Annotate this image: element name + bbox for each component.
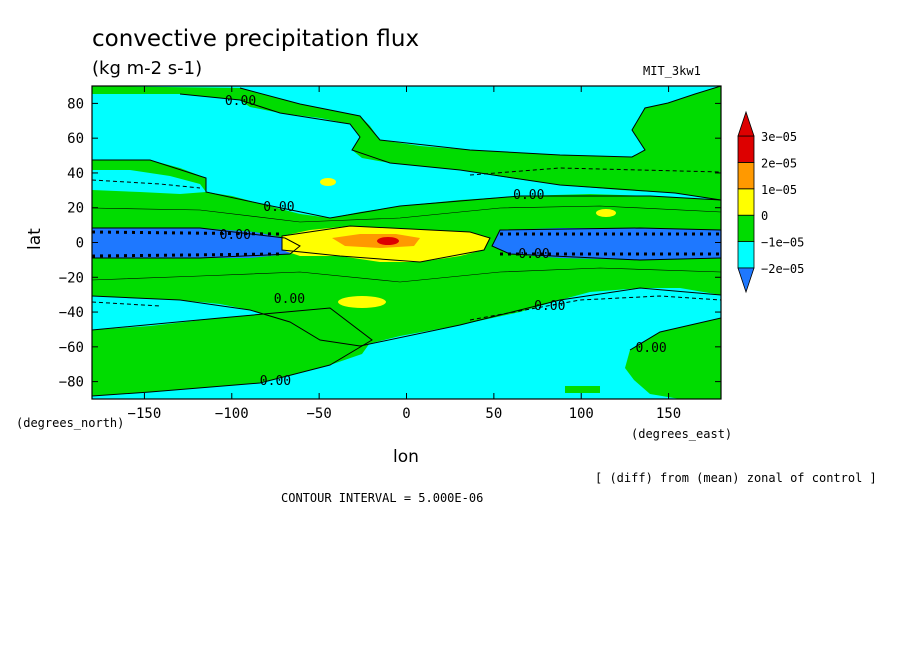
region-equatorial-negative-east <box>492 228 721 260</box>
y-tick-label: 80 <box>67 96 84 112</box>
colorbar-box <box>737 161 755 190</box>
x-axis-label: lon <box>393 447 419 467</box>
region-equatorial-red <box>377 237 399 245</box>
colorbar-low-arrow <box>737 267 755 294</box>
contour-equatorial-max <box>281 225 491 263</box>
region-yellow-north <box>596 209 616 217</box>
colorbar-box <box>737 241 755 269</box>
region-yellow-northwest <box>320 178 336 186</box>
chart-units: (kg m-2 s-1) <box>92 58 202 79</box>
y-tick-label: −60 <box>59 340 84 356</box>
contour-zero-north <box>179 93 721 201</box>
contour-thin-1 <box>92 205 721 223</box>
y-tick-label: −20 <box>59 270 84 286</box>
y-tick-label: −80 <box>59 375 84 391</box>
region-north-positive <box>92 86 721 200</box>
chart-title: convective precipitation flux <box>92 26 419 52</box>
contour-equatorial-west <box>92 227 301 259</box>
x-tick-label: −150 <box>128 406 162 422</box>
x-tick-label: 50 <box>485 406 502 422</box>
contour-label: 0.00 <box>635 341 666 356</box>
x-tick-label: 100 <box>569 406 594 422</box>
region-equatorial-orange <box>332 234 420 248</box>
contour-zero-tropical-north <box>92 159 721 219</box>
contour-zero-north-east <box>239 86 721 158</box>
contour-labels: 0.00 0.00 0.00 0.00 0.00 0.00 0.00 0.00 0.00 <box>220 94 667 389</box>
contour-label: 0.00 <box>534 299 565 314</box>
contour-label: 0.00 <box>274 292 305 307</box>
contour-lines <box>92 86 721 397</box>
y-axis: −80 −60 −40 −20 0 20 40 60 80 <box>59 96 721 391</box>
contour-zero-south <box>92 307 373 397</box>
region-equatorial-negative <box>92 228 300 258</box>
model-label: MIT_3kw1 <box>643 64 701 78</box>
colorbar-label: 3e−05 <box>761 130 797 144</box>
region-yellow-south <box>338 296 386 308</box>
x-axis: −150 −100 −50 0 50 100 150 <box>128 86 681 422</box>
region-southeast-positive <box>625 318 721 399</box>
x-tick-label: −50 <box>306 406 331 422</box>
contour-label: 0.00 <box>518 247 549 262</box>
contour-zero-southeast <box>629 317 721 351</box>
x-tick-label: 150 <box>656 406 681 422</box>
colorbar-box <box>737 135 755 163</box>
contour-label: 0.00 <box>220 228 251 243</box>
colorbar-label: −1e−05 <box>761 236 804 250</box>
colorbar-label: −2e−05 <box>761 262 804 276</box>
contour-field <box>92 86 721 399</box>
y-tick-label: −40 <box>59 305 84 321</box>
contour-dashed-south <box>92 295 721 321</box>
y-axis-label: lat <box>25 228 45 250</box>
contour-label: 0.00 <box>225 94 256 109</box>
region-north-subtropical-negative <box>92 170 206 194</box>
contour-interval-text: CONTOUR INTERVAL = 5.000E-06 <box>281 491 483 505</box>
colorbar-box <box>737 214 755 242</box>
colorbar: −2e−05 −1e−05 0 1e−05 2e−05 3e−05 <box>737 110 804 294</box>
y-tick-label: 60 <box>67 131 84 147</box>
colorbar-label: 0 <box>761 209 768 223</box>
y-tick-label: 40 <box>67 166 84 182</box>
contour-label: 0.00 <box>263 200 294 215</box>
contour-zero-tropical-south <box>92 287 721 347</box>
contour-thin-2 <box>92 267 721 283</box>
region-south-positive <box>92 308 372 396</box>
colorbar-label: 2e−05 <box>761 156 797 170</box>
x-tick-label: −100 <box>215 406 249 422</box>
contour-label: 0.00 <box>513 188 544 203</box>
region-south-pole-positive <box>565 386 600 393</box>
colorbar-label: 1e−05 <box>761 183 797 197</box>
note-text: [ (diff) from (mean) zonal of control ] <box>595 471 877 485</box>
y-units-label: (degrees_north) <box>16 416 124 430</box>
x-units-label: (degrees_east) <box>631 427 732 441</box>
y-tick-label: 20 <box>67 201 84 217</box>
contour-label: 0.00 <box>260 374 291 389</box>
contour-equatorial-east <box>491 227 721 261</box>
colorbar-box <box>737 188 755 216</box>
y-tick-label: 0 <box>76 236 84 252</box>
contour-dashed-north <box>92 167 721 189</box>
colorbar-high-arrow <box>737 110 755 137</box>
x-tick-label: 0 <box>402 406 410 422</box>
